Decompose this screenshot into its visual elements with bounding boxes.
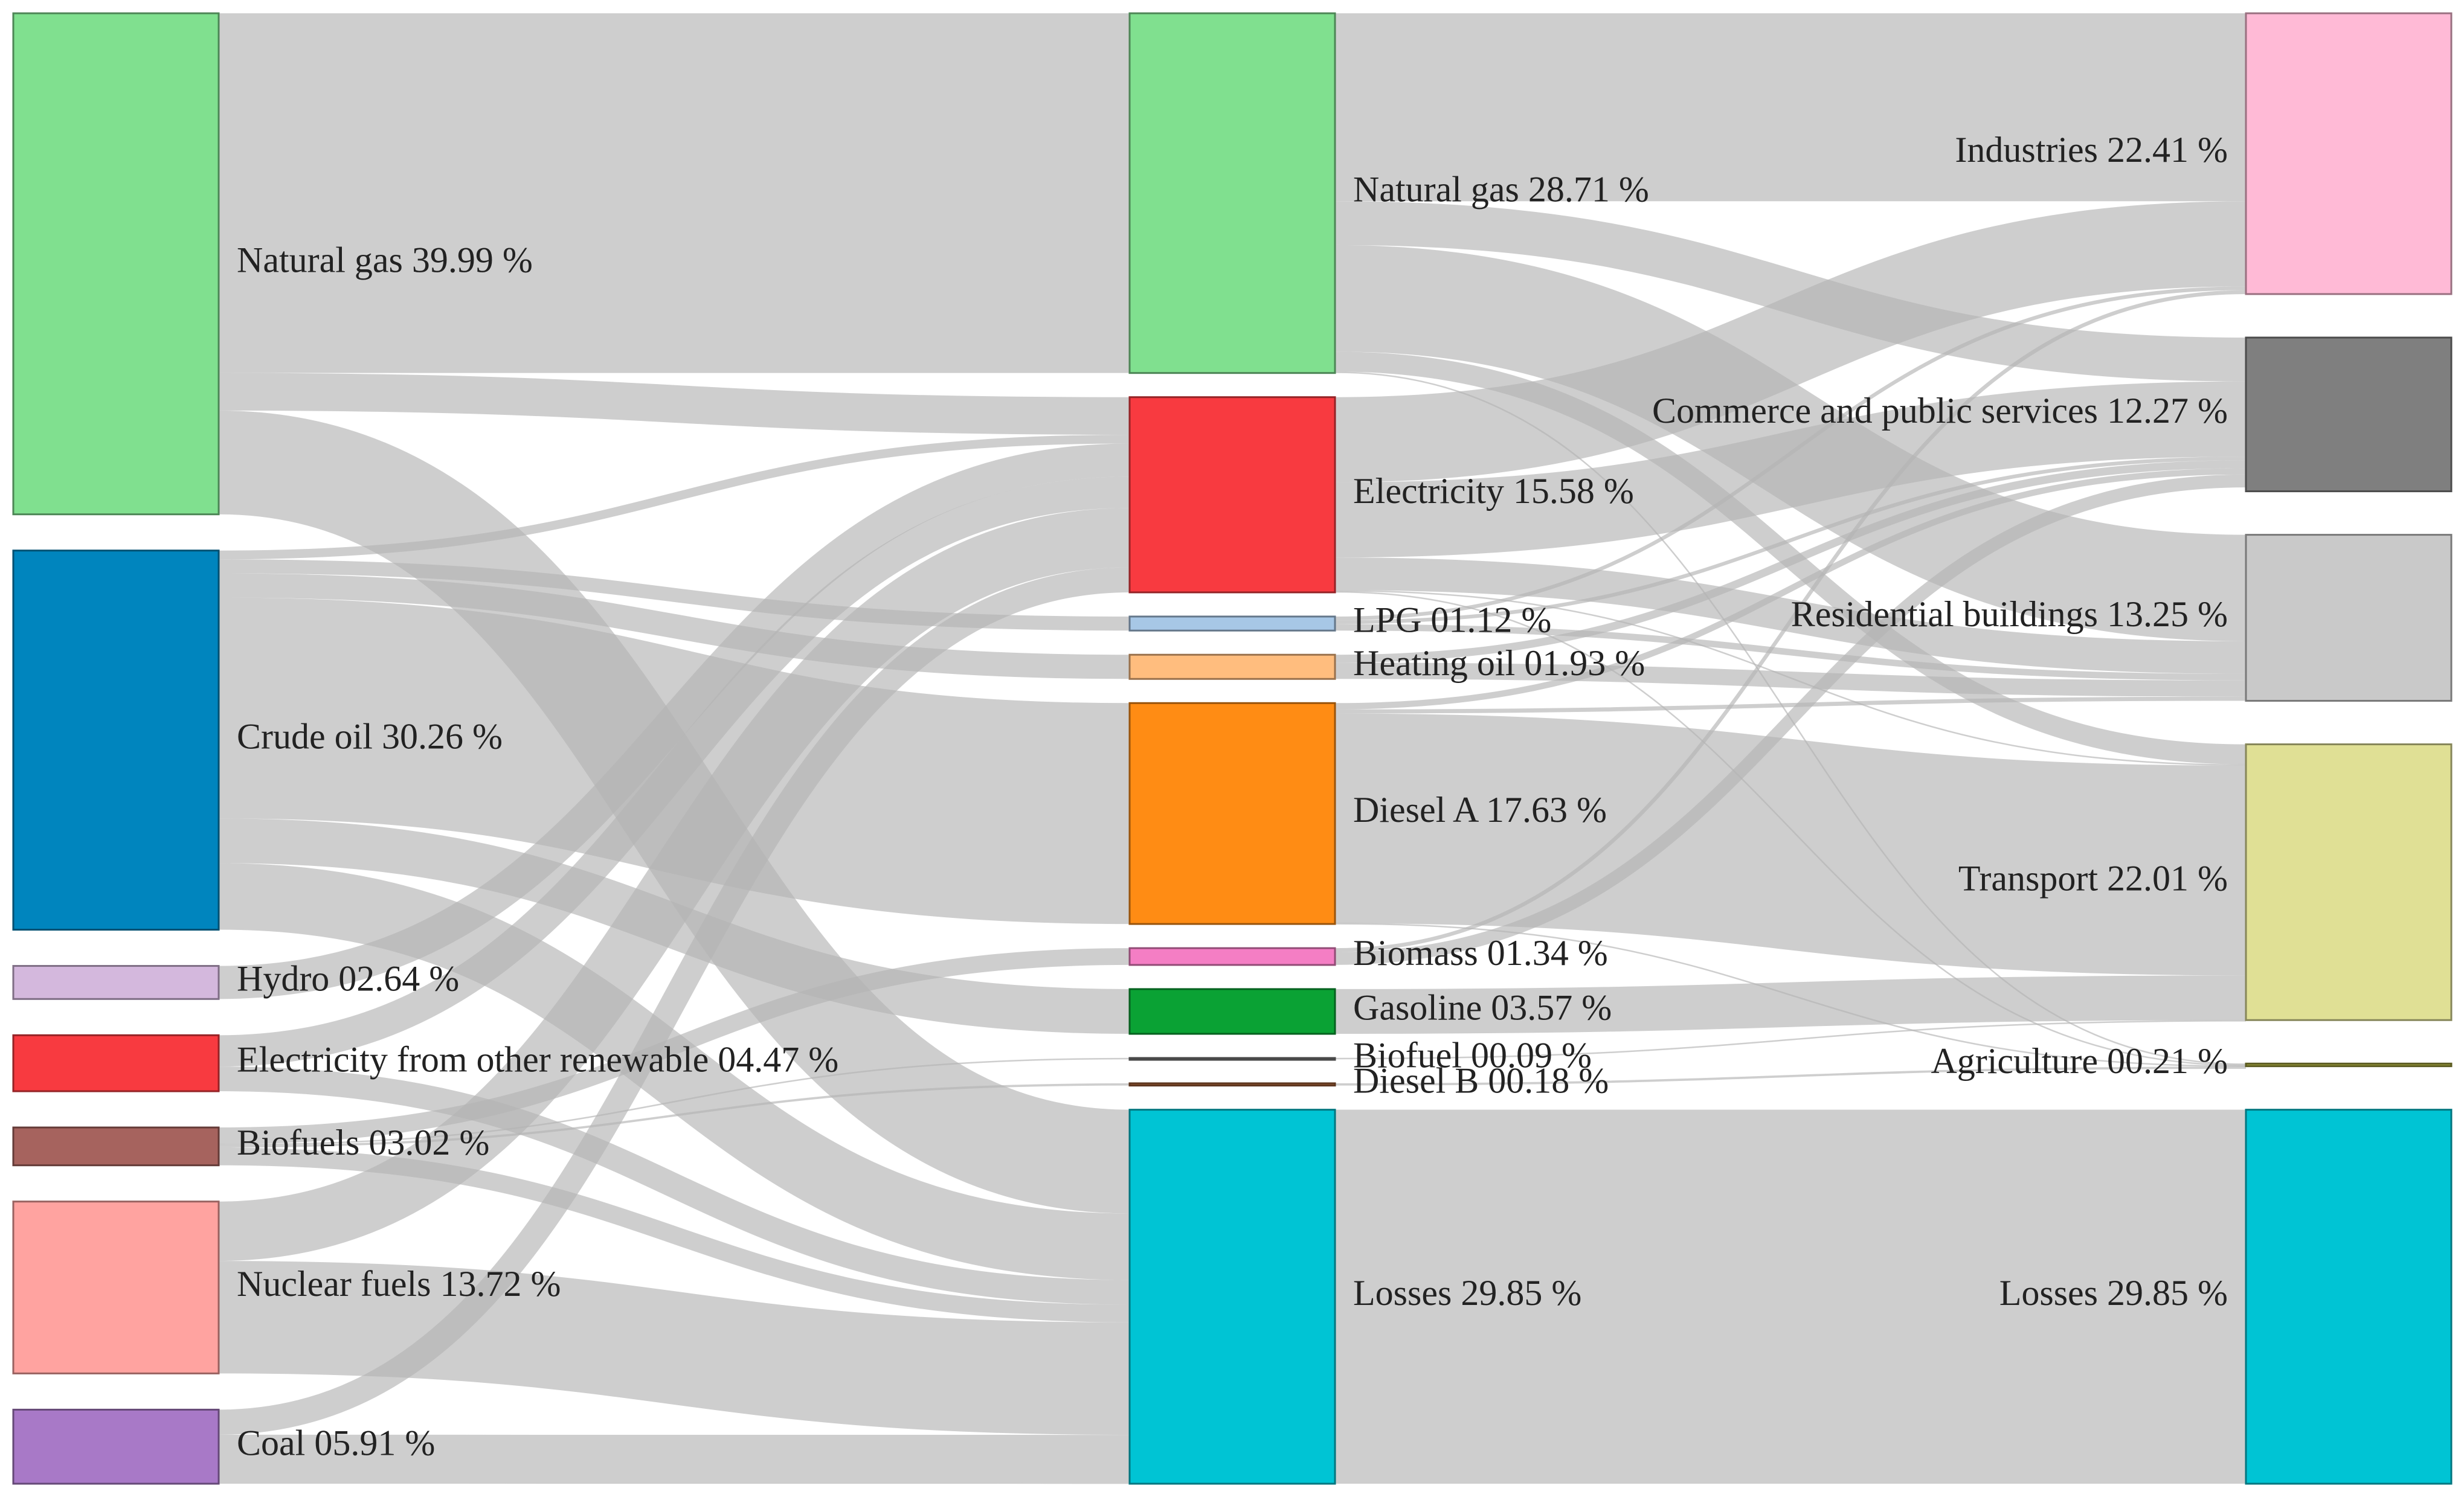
link-src-crude-oil-to-mid-electricity	[218, 434, 1130, 560]
label-src-natural-gas: Natural gas 39.99 %	[237, 240, 533, 280]
label-mid-heating-oil: Heating oil 01.93 %	[1353, 643, 1645, 683]
link-src-other-renewable-to-mid-losses	[218, 1066, 1130, 1305]
labels-layer: Natural gas 39.99 % Crude oil 30.26 % Hydr…	[237, 130, 2228, 1463]
node-src-nuclear	[12, 1200, 220, 1374]
link-src-hydro-to-mid-electricity	[218, 443, 1130, 999]
link-mid-diesel-a-to-end-residential	[1334, 696, 2247, 714]
node-end-industries	[2245, 12, 2453, 295]
label-src-other-renewable: Electricity from other renewable 04.47 %	[237, 1039, 838, 1079]
link-mid-gasoline-to-end-transport	[1334, 975, 2247, 1034]
node-end-residential	[2245, 534, 2453, 702]
link-mid-lpg-to-end-industries	[1334, 286, 2247, 621]
label-mid-losses: Losses 29.85 %	[1353, 1273, 1581, 1313]
node-src-crude-oil	[12, 550, 220, 931]
node-end-commerce	[2245, 336, 2453, 493]
link-src-biofuels-to-mid-biofuel	[218, 1057, 1130, 1146]
label-mid-lpg: LPG 01.12 %	[1353, 600, 1551, 640]
label-end-commerce: Commerce and public services 12.27 %	[1652, 391, 2228, 431]
link-src-nuclear-to-mid-electricity	[218, 508, 1130, 1261]
label-src-nuclear: Nuclear fuels 13.72 %	[237, 1264, 561, 1304]
node-src-coal	[12, 1408, 220, 1485]
label-mid-biomass: Biomass 01.34 %	[1353, 933, 1608, 973]
label-src-coal: Coal 05.91 %	[237, 1423, 435, 1463]
link-src-crude-oil-to-mid-heating-oil	[218, 573, 1130, 679]
label-end-transport: Transport 22.01 %	[1958, 859, 2228, 899]
node-src-biofuels	[12, 1126, 220, 1167]
link-mid-diesel-b-to-end-agriculture	[1334, 1066, 2247, 1086]
link-src-biofuels-to-mid-diesel-b	[218, 1083, 1130, 1148]
node-mid-biofuel	[1128, 1057, 1336, 1061]
link-mid-heating-oil-to-end-commerce	[1334, 460, 2247, 663]
label-end-industries: Industries 22.41 %	[1955, 130, 2228, 170]
label-mid-biofuel: Biofuel 00.09 %	[1353, 1035, 1592, 1075]
label-end-agriculture: Agriculture 00.21 %	[1931, 1041, 2228, 1081]
link-mid-lpg-to-end-commerce	[1334, 457, 2247, 624]
node-mid-diesel-a	[1128, 702, 1336, 925]
node-mid-biomass	[1128, 947, 1336, 966]
link-src-crude-oil-to-mid-losses	[218, 863, 1130, 1280]
link-src-other-renewable-to-mid-electricity	[218, 476, 1130, 1067]
links-layer	[218, 13, 2247, 1484]
node-end-agriculture	[2245, 1062, 2453, 1068]
node-src-other-renewable	[12, 1034, 220, 1092]
node-mid-natural-gas	[1128, 12, 1336, 374]
label-mid-natural-gas: Natural gas 28.71 %	[1353, 170, 1649, 210]
nodes-layer	[12, 12, 2453, 1485]
node-mid-gasoline	[1128, 988, 1336, 1035]
node-mid-diesel-b	[1128, 1082, 1336, 1087]
label-mid-diesel-a: Diesel A 17.63 %	[1353, 790, 1607, 830]
link-mid-electricity-to-end-residential	[1334, 557, 2247, 674]
node-end-transport	[2245, 743, 2453, 1021]
label-src-biofuels: Biofuels 03.02 %	[237, 1123, 489, 1162]
node-mid-losses	[1128, 1109, 1336, 1485]
label-end-losses: Losses 29.85 %	[1999, 1273, 2228, 1313]
node-end-losses	[2245, 1109, 2453, 1485]
link-mid-diesel-a-to-end-transport	[1334, 713, 2247, 976]
label-src-hydro: Hydro 02.64 %	[237, 959, 459, 999]
link-mid-electricity-to-end-commerce	[1334, 381, 2247, 558]
label-end-residential: Residential buildings 13.25 %	[1791, 594, 2228, 634]
link-src-nuclear-to-mid-losses	[218, 1261, 1130, 1435]
label-src-crude-oil: Crude oil 30.26 %	[237, 716, 503, 756]
link-mid-biofuel-to-end-transport	[1334, 1020, 2247, 1060]
label-mid-electricity: Electricity 15.58 %	[1353, 471, 1634, 511]
link-mid-biomass-to-end-industries	[1334, 290, 2247, 952]
node-src-natural-gas	[12, 12, 220, 516]
link-src-biofuels-to-mid-biomass	[218, 948, 1130, 1144]
link-mid-heating-oil-to-end-residential	[1334, 662, 2247, 697]
label-mid-diesel-b: Diesel B 00.18 %	[1353, 1061, 1609, 1101]
link-mid-natural-gas-to-end-commerce	[1334, 201, 2247, 382]
link-mid-electricity-to-end-industries	[1334, 201, 2247, 482]
link-mid-biomass-to-end-commerce	[1334, 474, 2247, 965]
node-src-hydro	[12, 965, 220, 1000]
node-mid-lpg	[1128, 615, 1336, 632]
link-src-coal-to-mid-electricity	[218, 567, 1130, 1435]
link-mid-diesel-a-to-end-commerce	[1334, 468, 2247, 710]
link-mid-lpg-to-end-residential	[1334, 624, 2247, 681]
node-mid-electricity	[1128, 396, 1336, 594]
link-src-natural-gas-to-mid-electricity	[218, 373, 1130, 435]
node-mid-heating-oil	[1128, 653, 1336, 680]
label-mid-gasoline: Gasoline 03.57 %	[1353, 988, 1612, 1028]
